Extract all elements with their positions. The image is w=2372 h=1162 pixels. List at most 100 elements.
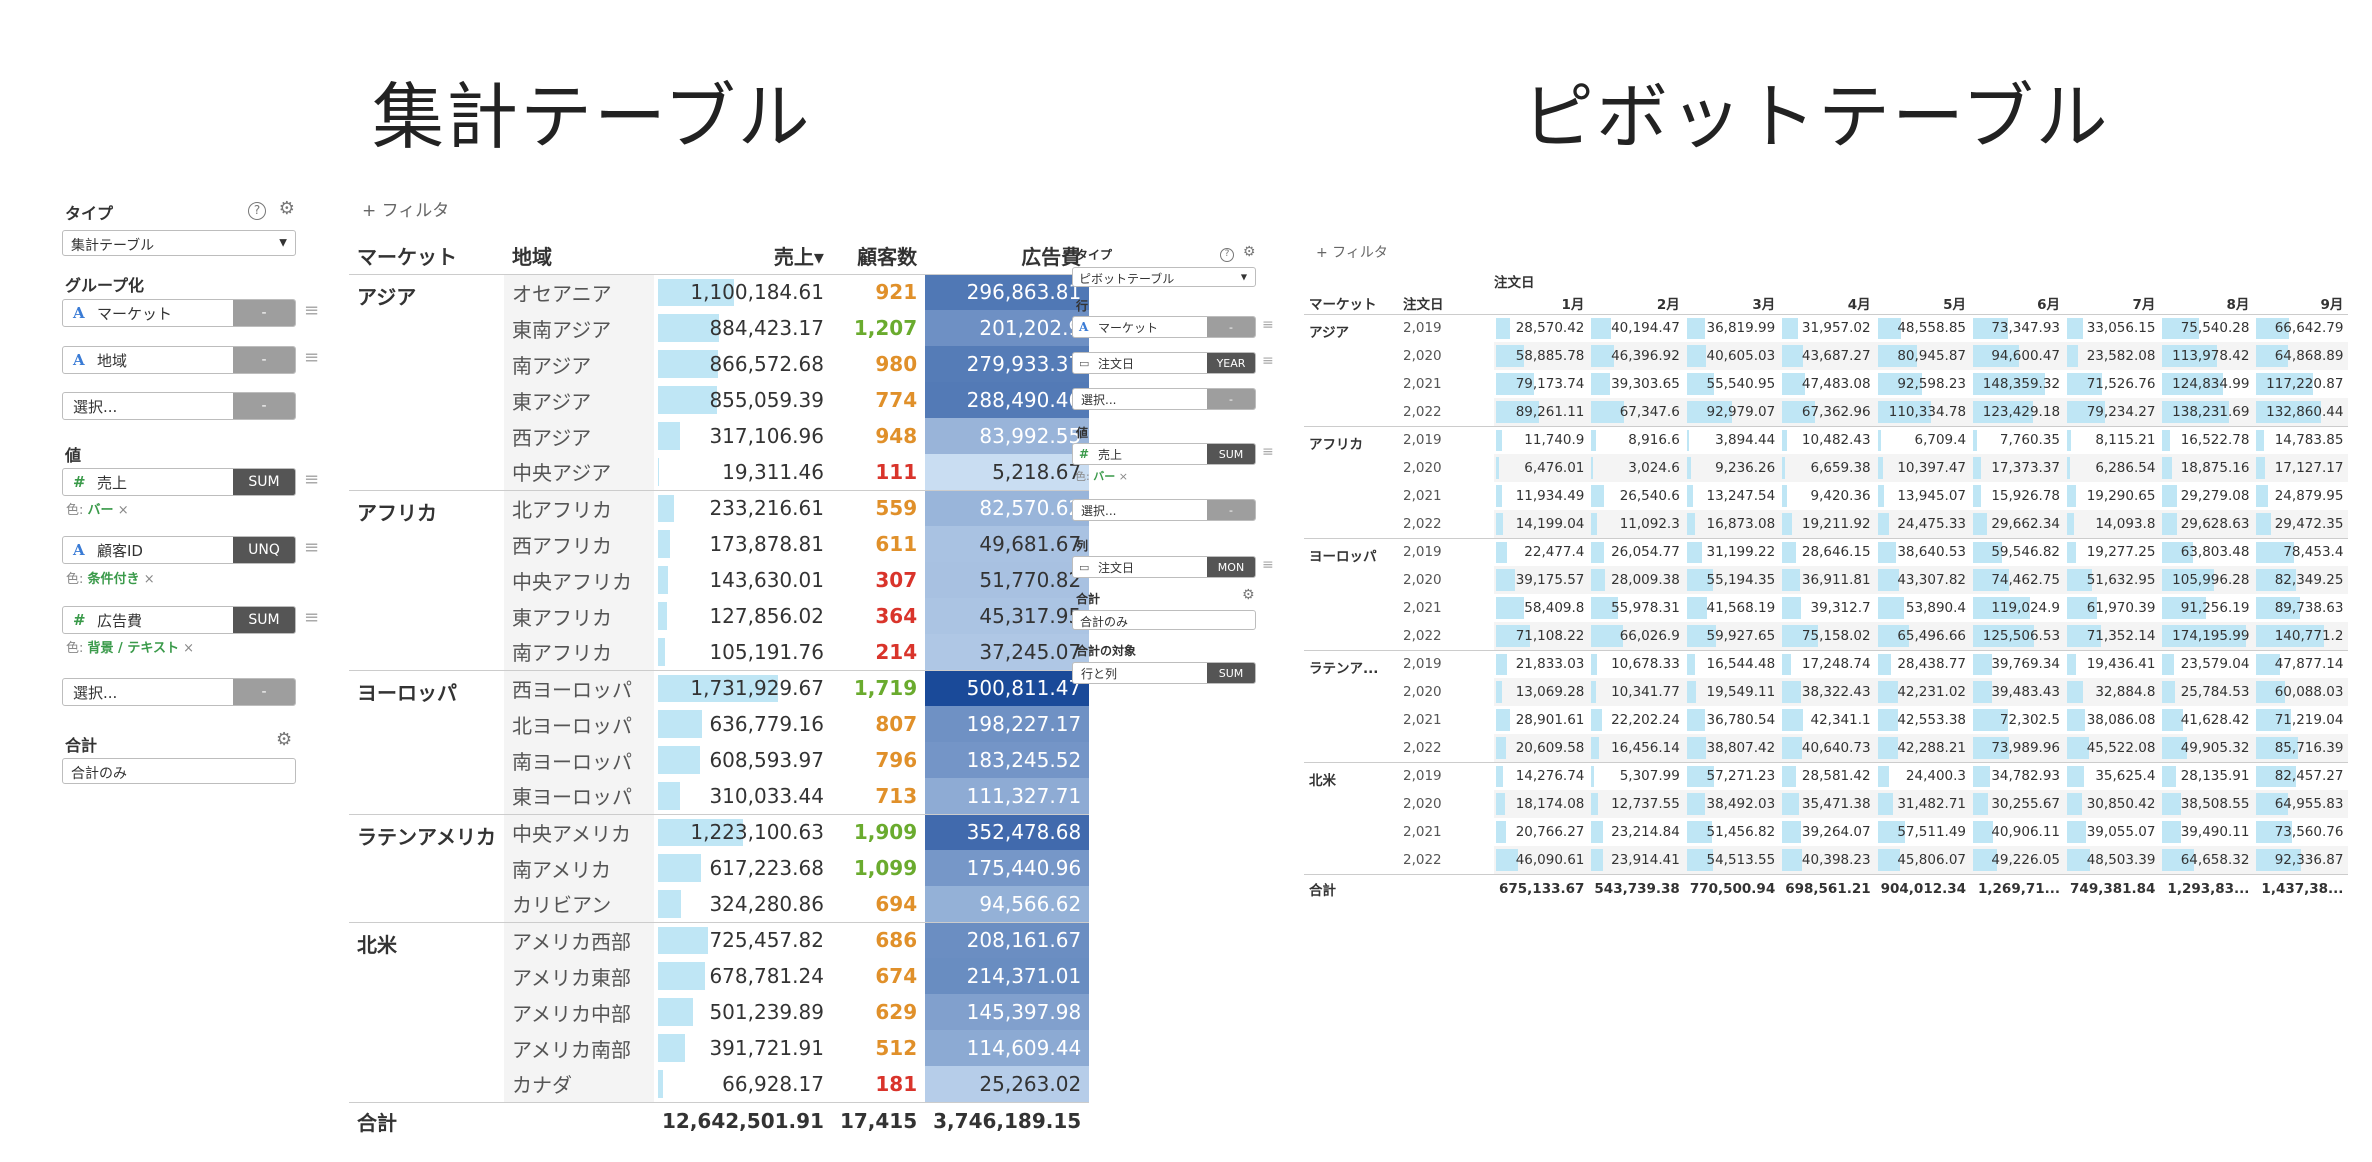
agg-button[interactable]: SUM [1207, 663, 1255, 683]
table-row[interactable]: 2,021 79,173.74 39,303.65 55,540.95 47,483.0… [1304, 370, 2348, 398]
close-icon[interactable]: × [183, 641, 194, 656]
col-header-month[interactable]: 7月 [2132, 296, 2156, 313]
agg-button[interactable]: SUM [233, 607, 295, 633]
total-target-field[interactable]: 行と列 SUM [1072, 662, 1256, 684]
color-setting[interactable]: 色: 条件付き × [66, 568, 155, 587]
sort-desc-icon[interactable]: ▾ [813, 245, 824, 270]
table-row[interactable]: 2,020 18,174.08 12,737.55 38,492.03 35,471.3… [1304, 790, 2349, 818]
agg-button[interactable]: - [1207, 317, 1255, 337]
col-header-month[interactable]: 2月 [1656, 296, 1680, 313]
col-header-month[interactable]: 1月 [1561, 296, 1585, 313]
table-row[interactable]: ラテンアメリカ 中央アメリカ 1,223,100.63 1,909 352,478.68 [349, 813, 1090, 922]
table-row[interactable]: アフリカ 北アフリカ 233,216.61 559 82,570.62 [349, 489, 1090, 670]
drag-handle-icon[interactable]: ≡ [1262, 444, 1274, 460]
table-row[interactable]: 南ヨーロッパ 608,593.97 796 183,245.52 [349, 742, 1090, 778]
group-field-select[interactable]: 選択... - [62, 392, 296, 420]
col-group-header[interactable]: 注文日 [1494, 270, 2348, 292]
table-row[interactable]: 2,021 11,934.49 26,540.6 13,247.54 9,420.36 1… [1304, 482, 2348, 510]
gear-icon[interactable]: ⚙ [278, 198, 295, 219]
col-field-date[interactable]: ▭ 注文日 MON [1072, 556, 1256, 578]
type-select[interactable]: ピボットテーブル ▼ [1072, 267, 1256, 287]
table-row[interactable]: 中央アフリカ 143,630.01 307 51,770.82 [349, 562, 1090, 598]
help-icon[interactable]: ? [1220, 248, 1234, 262]
value-field-select[interactable]: 選択... - [1072, 499, 1256, 521]
agg-button[interactable]: - [233, 347, 295, 373]
table-row[interactable]: 東南アジア 884,423.17 1,207 201,202.9 [349, 310, 1090, 346]
table-row[interactable]: 2,021 20,766.27 23,214.84 51,456.82 39,264.0… [1304, 818, 2348, 846]
table-row[interactable]: 北米 アメリカ西部 725,457.82 686 208,161.67 [349, 921, 1090, 1102]
total-select[interactable]: 合計のみ [1072, 610, 1256, 630]
drag-handle-icon[interactable]: ≡ [304, 347, 320, 368]
table-row[interactable]: 東アジア 855,059.39 774 288,490.46 [349, 382, 1090, 418]
close-icon[interactable]: × [1118, 470, 1128, 483]
color-setting[interactable]: 色: バー × [66, 499, 129, 518]
table-row[interactable]: 東ヨーロッパ 310,033.44 713 111,327.71 [349, 778, 1090, 814]
table-row[interactable]: アフリカ 2,019 11,740.9 8,916.6 3,894.44 10,482.4… [1304, 425, 2349, 538]
table-row[interactable]: ヨーロッパ 西ヨーロッパ 1,731,929.67 1,719 500,811.47 [349, 669, 1090, 814]
filter-button[interactable]: + フィルタ [1316, 245, 1388, 261]
value-field-select[interactable]: 選択... - [62, 678, 296, 706]
agg-button[interactable]: SUM [233, 469, 295, 495]
agg-button[interactable]: - [233, 393, 295, 419]
table-row[interactable]: 2,020 58,885.78 46,396.92 40,605.03 43,687.2… [1304, 342, 2349, 370]
drag-handle-icon[interactable]: ≡ [304, 537, 320, 558]
gear-icon[interactable]: ⚙ [1242, 244, 1256, 260]
table-row[interactable]: ラテンア... 2,019 21,833.03 10,678.33 16,544.48 1… [1304, 649, 2349, 762]
drag-handle-icon[interactable]: ≡ [304, 300, 320, 321]
table-row[interactable]: カナダ 66,928.17 181 25,263.02 [349, 1066, 1090, 1102]
table-row[interactable]: アメリカ中部 501,239.89 629 145,397.98 [349, 994, 1090, 1030]
filter-button[interactable]: + フィルタ [362, 201, 450, 221]
col-header-market[interactable]: マーケット [1304, 292, 1398, 314]
table-row[interactable]: 2,021 28,901.61 22,202.24 36,780.54 42,341.1… [1304, 706, 2348, 734]
table-row[interactable]: 2,022 89,261.11 67,347.6 92,979.07 67,362.96… [1304, 398, 2349, 426]
drag-handle-icon[interactable]: ≡ [1262, 317, 1274, 333]
table-row[interactable]: 北ヨーロッパ 636,779.16 807 198,227.17 [349, 706, 1090, 742]
help-icon[interactable]: ? [248, 202, 266, 220]
drag-handle-icon[interactable]: ≡ [1262, 557, 1274, 573]
col-header-ad[interactable]: 広告費 [925, 238, 1090, 275]
col-header-market[interactable]: マーケット [349, 238, 504, 275]
agg-button[interactable]: - [1207, 389, 1255, 409]
col-header-month[interactable]: 9月 [2320, 296, 2344, 313]
close-icon[interactable]: × [143, 572, 155, 587]
color-setting[interactable]: 色: バー × [1075, 468, 1128, 484]
table-row[interactable]: 中央アジア 19,311.46 111 5,218.67 [349, 454, 1090, 490]
table-row[interactable]: カリビアン 324,280.86 694 94,566.62 [349, 886, 1090, 922]
table-row[interactable]: 2,022 14,199.04 11,092.3 16,873.08 19,211.92… [1304, 510, 2349, 538]
col-header-sales[interactable]: 売上▾ [654, 238, 832, 275]
table-row[interactable]: 南アメリカ 617,223.68 1,099 175,440.96 [349, 850, 1090, 886]
table-row[interactable]: 北米 2,019 14,276.74 5,307.99 57,271.23 28,581.… [1304, 761, 2349, 874]
color-setting[interactable]: 色: 背景 / テキスト × [66, 637, 194, 656]
drag-handle-icon[interactable]: ≡ [304, 607, 320, 628]
value-field-sales[interactable]: # 売上 SUM [62, 468, 296, 496]
agg-button[interactable]: - [1207, 500, 1255, 520]
col-header-month[interactable]: 3月 [1752, 296, 1776, 313]
table-row[interactable]: アジア 2,019 28,570.42 40,194.47 36,819.99 31,95… [1304, 313, 2349, 426]
table-row[interactable]: アメリカ南部 391,721.91 512 114,609.44 [349, 1030, 1090, 1066]
table-row[interactable]: 南アジア 866,572.68 980 279,933.37 [349, 346, 1090, 382]
value-field-customer[interactable]: A 顧客ID UNQ [62, 536, 296, 564]
group-field-region[interactable]: A 地域 - [62, 346, 296, 374]
value-field-sales[interactable]: # 売上 SUM [1072, 443, 1256, 465]
table-row[interactable]: 西アフリカ 173,878.81 611 49,681.67 [349, 526, 1090, 562]
table-row[interactable]: 2,020 13,069.28 10,341.77 19,549.11 38,322.4… [1304, 678, 2349, 706]
agg-button[interactable]: UNQ [233, 537, 295, 563]
table-row[interactable]: アメリカ東部 678,781.24 674 214,371.01 [349, 958, 1090, 994]
col-header-date[interactable]: 注文日 [1398, 292, 1494, 314]
row-field-select[interactable]: 選択... - [1072, 388, 1256, 410]
col-header-month[interactable]: 6月 [2037, 296, 2061, 313]
col-header-region[interactable]: 地域 [504, 238, 654, 275]
group-field-market[interactable]: A マーケット - [62, 299, 296, 327]
table-row[interactable]: 2,021 58,409.8 55,978.31 41,568.19 39,312.7 5… [1304, 594, 2348, 622]
table-row[interactable]: アジア オセアニア 1,100,184.61 921 296,863.81 [349, 273, 1090, 490]
close-icon[interactable]: × [117, 503, 129, 518]
col-header-month[interactable]: 8月 [2226, 296, 2250, 313]
drag-handle-icon[interactable]: ≡ [1262, 353, 1274, 369]
table-row[interactable]: 2,022 71,108.22 66,026.9 59,927.65 75,158.02… [1304, 622, 2349, 650]
gear-icon[interactable]: ⚙ [276, 729, 293, 750]
row-field-market[interactable]: A マーケット - [1072, 316, 1256, 338]
agg-button[interactable]: YEAR [1207, 353, 1255, 373]
type-select[interactable]: 集計テーブル ▼ [62, 230, 296, 256]
value-field-ad[interactable]: # 広告費 SUM [62, 606, 296, 634]
agg-button[interactable]: SUM [1207, 444, 1255, 464]
